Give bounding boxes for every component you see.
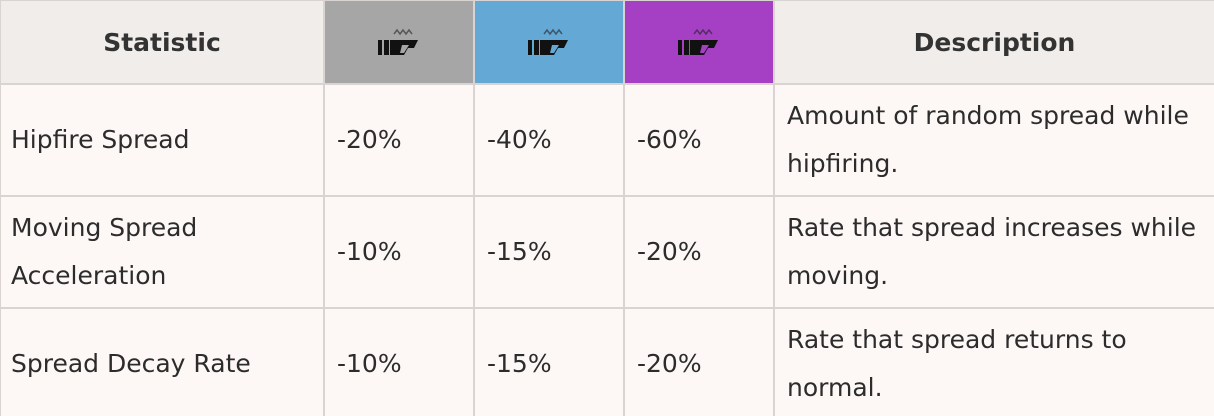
description-cell: Rate that spread returns to normal. <box>773 307 1214 416</box>
header-tier-epic <box>623 0 775 85</box>
epic-value-cell: -20% <box>623 195 775 309</box>
description-cell: Amount of random spread while hipfiring. <box>773 83 1214 197</box>
header-description: Description <box>773 0 1214 85</box>
table-row: Hipfire Spread -20% -40% -60% Amount of … <box>0 83 1214 197</box>
rare-value-cell: -15% <box>473 195 625 309</box>
statistic-cell: Hipfire Spread <box>0 83 325 197</box>
statistic-cell: Spread Decay Rate <box>0 307 325 416</box>
description-cell: Rate that spread increases while moving. <box>773 195 1214 309</box>
header-tier-common <box>323 0 475 85</box>
common-value-cell: -10% <box>323 307 475 416</box>
rare-value-cell: -15% <box>473 307 625 416</box>
epic-value-cell: -60% <box>623 83 775 197</box>
statistic-cell: Moving Spread Acceleration <box>0 195 325 309</box>
table-row: Spread Decay Rate -10% -15% -20% Rate th… <box>0 307 1214 416</box>
attachment-tier-icon <box>378 28 418 55</box>
common-value-cell: -20% <box>323 83 475 197</box>
attachment-tier-icon <box>678 28 718 55</box>
common-value-cell: -10% <box>323 195 475 309</box>
header-statistic: Statistic <box>0 0 325 85</box>
epic-value-cell: -20% <box>623 307 775 416</box>
attachment-tier-icon <box>528 28 568 55</box>
rare-value-cell: -40% <box>473 83 625 197</box>
table-row: Moving Spread Acceleration -10% -15% -20… <box>0 195 1214 309</box>
header-row: Statistic <box>0 0 1214 85</box>
header-tier-rare <box>473 0 625 85</box>
